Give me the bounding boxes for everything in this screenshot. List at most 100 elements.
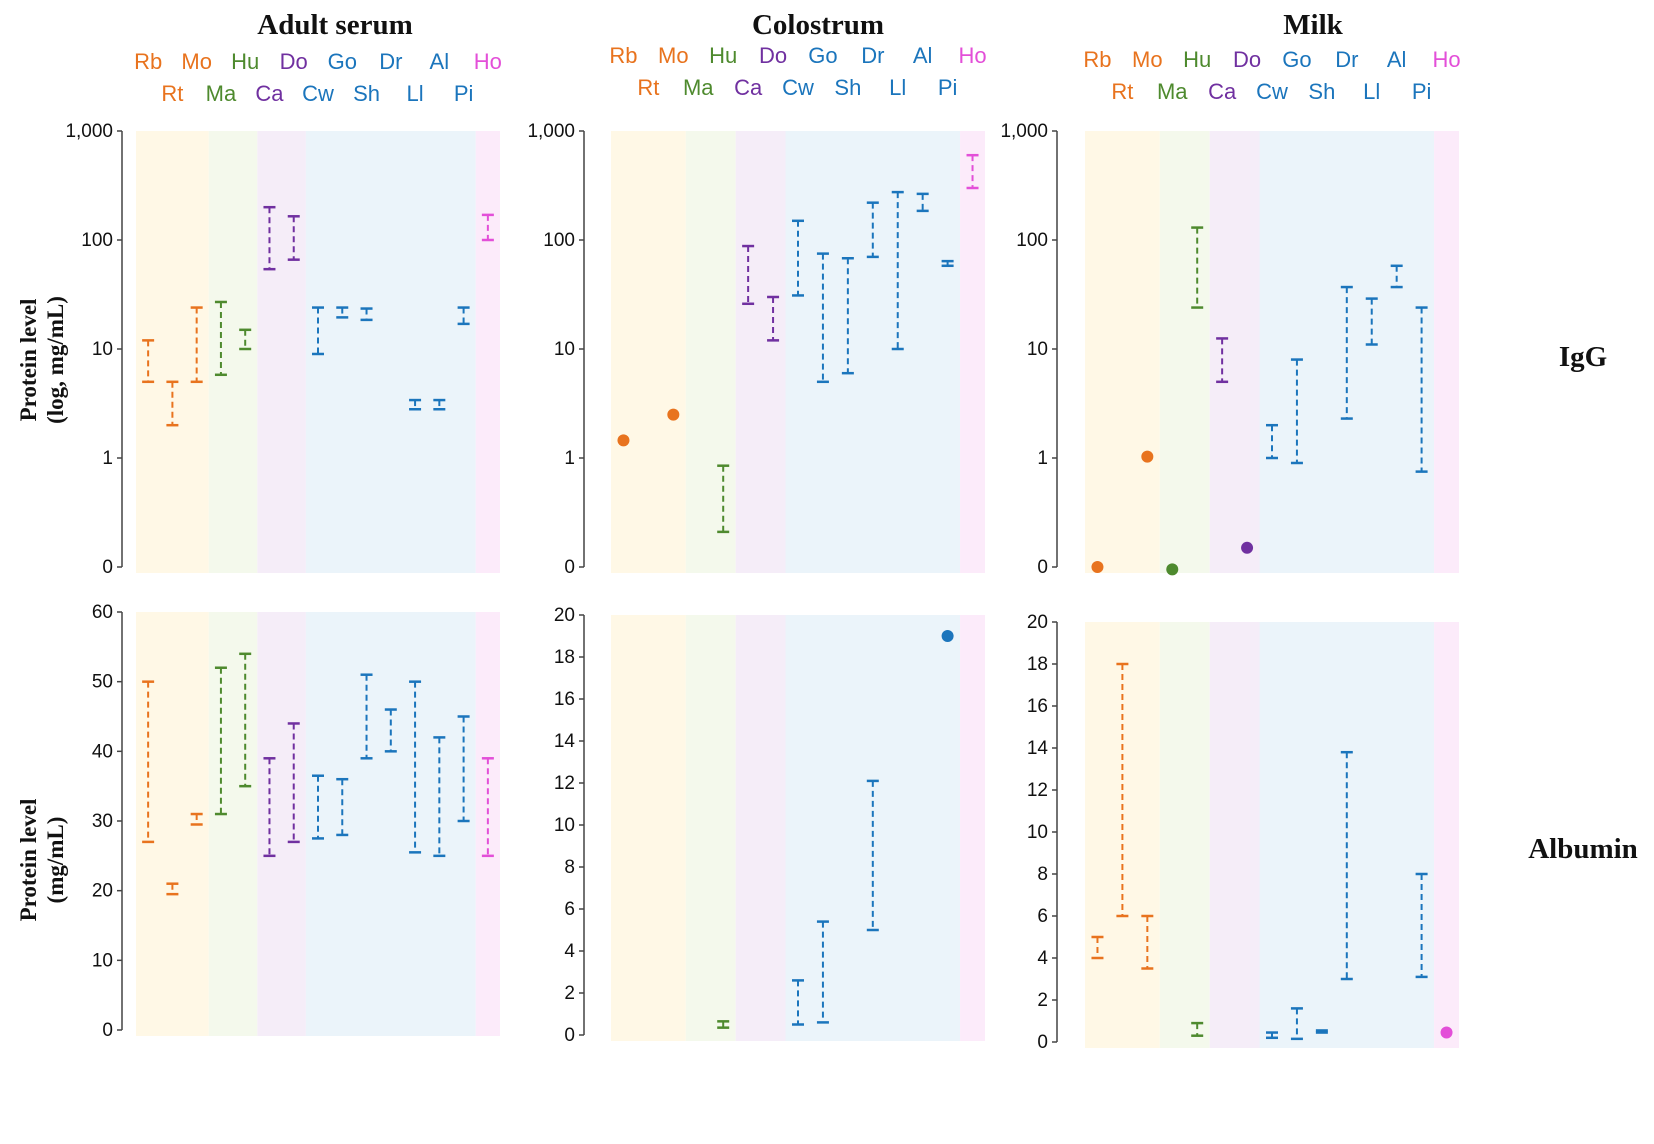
- band-purple: [735, 615, 786, 1041]
- range-bar-ca: [1216, 337, 1229, 384]
- species-label-rt: Rt: [1111, 79, 1133, 104]
- y-tick-label: 100: [81, 230, 113, 251]
- y-tick-label: 10: [92, 950, 113, 971]
- y-tick-label: 0: [102, 557, 113, 578]
- species-label-al: Al: [1387, 47, 1407, 72]
- y-tick-label: 10: [92, 339, 113, 360]
- y-tick-label: 0: [564, 557, 575, 578]
- y-tick-label: 4: [1037, 948, 1048, 969]
- species-label-ca: Ca: [734, 75, 763, 100]
- species-label-pi: Pi: [1412, 79, 1432, 104]
- y-tick-label: 20: [554, 605, 575, 626]
- band-orange: [1085, 131, 1160, 573]
- range-bar-sh: [360, 673, 373, 760]
- y-tick-label: 30: [92, 811, 113, 832]
- range-bar-pi: [1415, 306, 1428, 473]
- range-bar-hu: [239, 652, 252, 788]
- row-label-albumin: Albumin: [1528, 833, 1638, 865]
- range-bar-dr: [384, 708, 397, 753]
- band-blue: [785, 131, 961, 573]
- species-label-ll: Ll: [1363, 79, 1380, 104]
- band-purple: [735, 131, 786, 573]
- band-orange: [611, 131, 686, 573]
- y-tick-label: 1,000: [527, 121, 575, 142]
- y-tick-label: 10: [554, 815, 575, 836]
- range-bar-al: [433, 736, 446, 858]
- species-label-hu: Hu: [709, 43, 737, 68]
- species-label-ma: Ma: [683, 75, 714, 100]
- species-label-cw: Cw: [302, 81, 334, 106]
- species-label-ca: Ca: [255, 81, 284, 106]
- species-label-dr: Dr: [379, 49, 402, 74]
- species-label-dr: Dr: [861, 43, 884, 68]
- y-tick-label: 6: [564, 899, 575, 920]
- band-magenta: [1434, 131, 1459, 573]
- y-tick-label: 1: [1037, 448, 1048, 469]
- species-label-rb: Rb: [134, 49, 162, 74]
- species-label-ll: Ll: [889, 75, 906, 100]
- y-tick-label: 8: [1037, 864, 1048, 885]
- range-bar-rb: [142, 680, 155, 844]
- range-bar-do: [287, 722, 300, 844]
- band-blue: [785, 615, 961, 1041]
- species-label-go: Go: [808, 43, 837, 68]
- range-bar-hu: [717, 464, 730, 534]
- y-tick-label: 12: [1027, 780, 1048, 801]
- species-label-mo: Mo: [1132, 47, 1163, 72]
- y-tick-label: 10: [1027, 339, 1048, 360]
- panel-milk-albumin: 0 2 4 6 8 10 12 14 16 18 20: [1027, 612, 1459, 1053]
- y-tick-label: 18: [554, 647, 575, 668]
- data-point-do: [1241, 541, 1254, 554]
- band-magenta: [475, 131, 500, 573]
- species-label-pi: Pi: [454, 81, 474, 106]
- y-tick-label: 18: [1027, 654, 1048, 675]
- y-tick-label: 0: [1037, 557, 1048, 578]
- data-point-mo: [667, 408, 680, 421]
- band-purple: [1209, 622, 1260, 1048]
- species-label-do: Do: [759, 43, 787, 68]
- species-label-hu: Hu: [1183, 47, 1211, 72]
- range-bar-dr: [1340, 750, 1353, 981]
- species-label-rb: Rb: [1083, 47, 1111, 72]
- range-bar-cw: [1266, 423, 1278, 460]
- range-bar-rt: [166, 380, 179, 427]
- species-label-mo: Mo: [658, 43, 689, 68]
- range-bar-al: [916, 192, 929, 213]
- species-label-ho: Ho: [474, 49, 502, 74]
- range-bar-go: [816, 252, 829, 384]
- y-axis-title-igg-line2: (log, mg/mL): [43, 296, 68, 424]
- species-label-al: Al: [913, 43, 933, 68]
- species-label-ll: Ll: [407, 81, 424, 106]
- range-bar-pi: [457, 306, 470, 326]
- band-magenta: [960, 615, 985, 1041]
- range-bar-al: [433, 398, 446, 411]
- y-tick-label: 10: [1027, 822, 1048, 843]
- range-bar-dr: [866, 779, 879, 932]
- y-tick-label: 1: [564, 448, 575, 469]
- range-bar-go: [336, 777, 349, 837]
- panels: 01101001,000RbRtMoMaHuCaDoCwGoShDrLlAlPi…: [65, 43, 1460, 1053]
- y-tick-label: 20: [1027, 612, 1048, 633]
- range-bar-ll: [891, 190, 904, 351]
- y-axis-title-albumin-line1: Protein level: [16, 799, 41, 922]
- range-bar-pi: [457, 715, 470, 823]
- band-green: [208, 612, 258, 1036]
- range-bar-mo: [190, 306, 203, 384]
- y-tick-label: 16: [554, 689, 575, 710]
- range-bar-go: [1290, 358, 1303, 465]
- y-axis-title-albumin-line2: (mg/mL): [43, 817, 68, 904]
- species-label-go: Go: [1282, 47, 1311, 72]
- band-orange: [611, 615, 686, 1041]
- species-label-ma: Ma: [206, 81, 237, 106]
- species-label-cw: Cw: [782, 75, 814, 100]
- range-bar-mo: [1141, 914, 1154, 970]
- y-tick-label: 0: [102, 1020, 113, 1041]
- species-label-rt: Rt: [637, 75, 659, 100]
- species-label-cw: Cw: [1256, 79, 1288, 104]
- species-label-ma: Ma: [1157, 79, 1188, 104]
- data-point-pi: [941, 630, 954, 642]
- range-bar-go: [1290, 1007, 1303, 1041]
- y-axis-title-albumin: Protein level (mg/mL): [16, 799, 68, 922]
- species-label-pi: Pi: [938, 75, 958, 100]
